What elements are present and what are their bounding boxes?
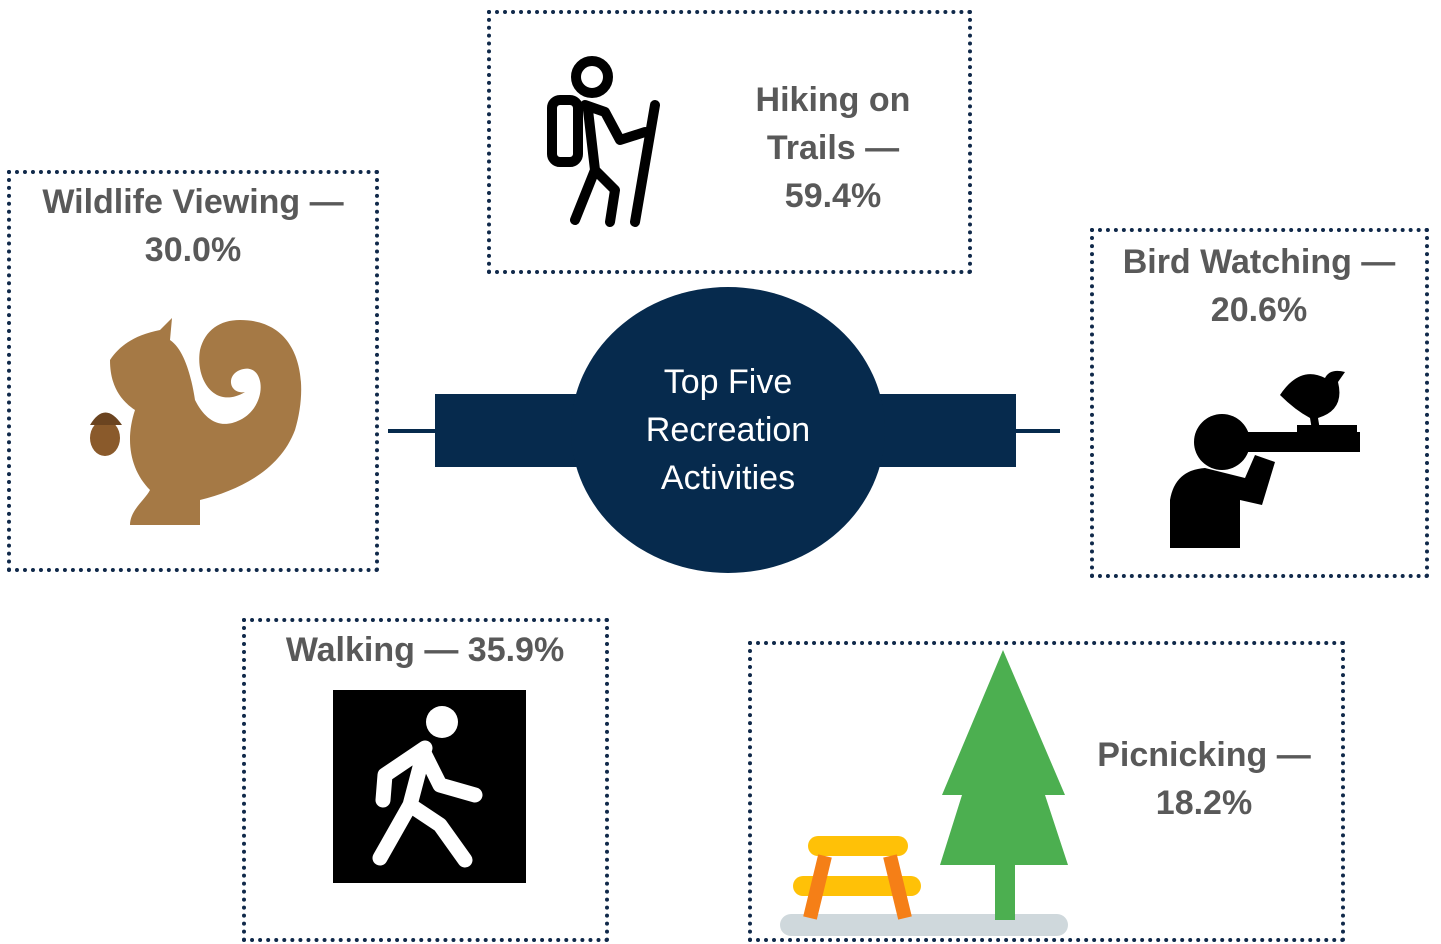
bird-watcher-icon bbox=[1170, 370, 1360, 548]
activity-box bbox=[242, 618, 609, 942]
activity-label: Picnicking — 18.2% bbox=[1097, 736, 1311, 822]
picnic-icon bbox=[780, 650, 1068, 936]
activity-label: Hiking on Trails — 59.4% bbox=[755, 81, 911, 215]
activity-box bbox=[487, 10, 972, 274]
activity-box bbox=[7, 170, 379, 572]
activity-label: Walking — 35.9% bbox=[285, 631, 565, 669]
activity-label: Bird Watching — 20.6% bbox=[1122, 243, 1396, 329]
activity-box bbox=[748, 641, 1345, 942]
activity-label: Wildlife Viewing — 30.0% bbox=[42, 183, 344, 269]
hub-circle bbox=[571, 287, 885, 573]
hub-title: Top Five Recreation Activities bbox=[645, 363, 811, 497]
activity-box bbox=[1090, 228, 1429, 578]
walker-icon bbox=[333, 690, 526, 883]
hiker-icon bbox=[547, 56, 660, 227]
squirrel-icon bbox=[90, 318, 302, 525]
